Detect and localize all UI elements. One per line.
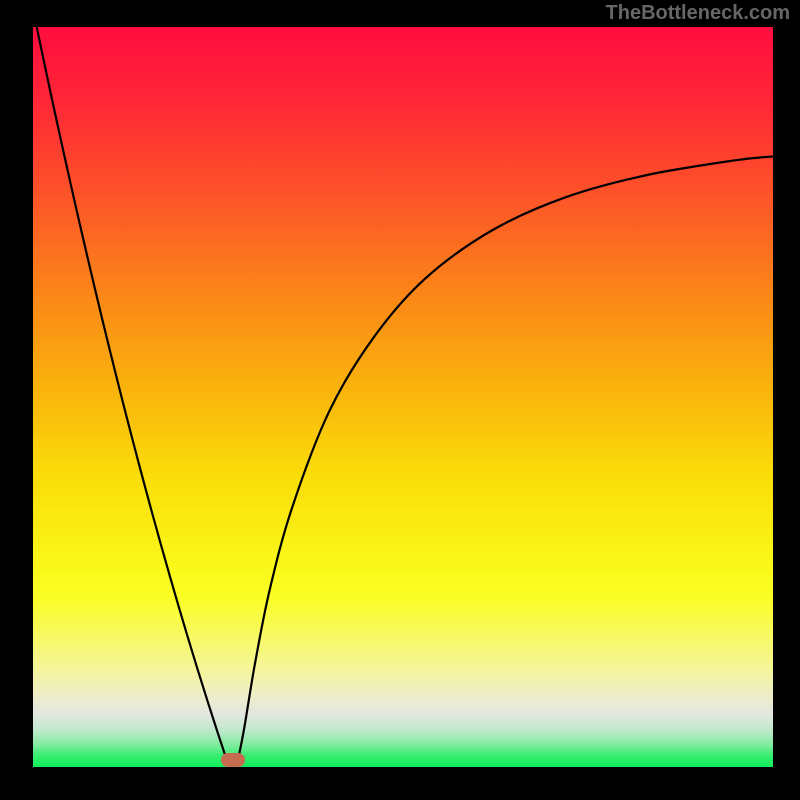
watermark-text: TheBottleneck.com [606, 2, 790, 25]
curve-left [37, 27, 229, 767]
plot-area [33, 27, 773, 767]
curve-right [237, 157, 774, 768]
bottleneck-curve [33, 27, 773, 767]
chart-container: TheBottleneck.com [0, 0, 800, 800]
optimal-point-marker [221, 753, 245, 767]
